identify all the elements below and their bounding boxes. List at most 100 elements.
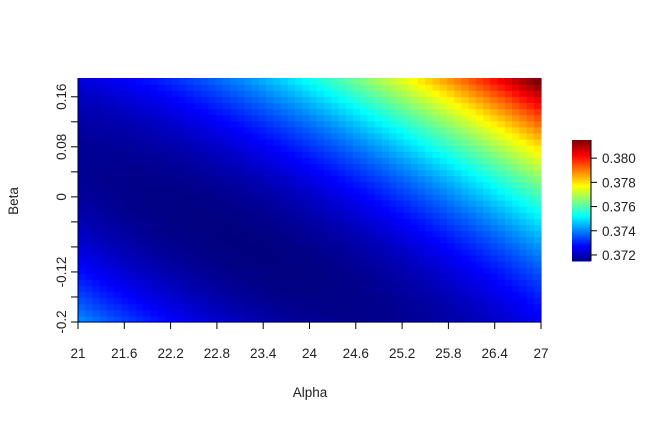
heatmap-cell xyxy=(114,90,122,97)
heatmap-cell xyxy=(208,126,217,134)
heatmap-cell xyxy=(475,187,484,195)
colorbar-swatch xyxy=(572,229,591,232)
heatmap-cell xyxy=(200,151,209,158)
heatmap-cell xyxy=(526,169,535,177)
heatmap-cell xyxy=(504,236,513,244)
colorbar-swatch xyxy=(572,215,591,218)
heatmap-cell xyxy=(150,126,159,134)
heatmap-cell xyxy=(237,90,245,97)
colorbar-swatch xyxy=(572,182,591,185)
heatmap-cell xyxy=(193,78,202,85)
heatmap-cell xyxy=(396,120,405,128)
heatmap-cell xyxy=(374,206,383,213)
heatmap-cell xyxy=(345,279,354,286)
heatmap-cell xyxy=(287,175,296,183)
heatmap-cell xyxy=(475,84,484,91)
heatmap-cell xyxy=(302,120,311,128)
heatmap-cell xyxy=(410,90,419,97)
heatmap-cell xyxy=(135,200,144,207)
heatmap-cell xyxy=(316,315,325,323)
heatmap-cell xyxy=(468,96,477,103)
heatmap-cell xyxy=(128,267,137,274)
heatmap-cell xyxy=(193,200,202,207)
heatmap-cell xyxy=(200,157,209,164)
heatmap-cell xyxy=(302,224,311,232)
heatmap-cell xyxy=(338,230,347,238)
heatmap-cell xyxy=(106,187,115,195)
heatmap-cell xyxy=(425,230,434,238)
heatmap-cell xyxy=(222,291,231,299)
heatmap-cell xyxy=(78,254,86,262)
heatmap-cell xyxy=(504,132,513,140)
heatmap-cell xyxy=(157,157,166,164)
heatmap-cell xyxy=(92,200,101,207)
heatmap-cell xyxy=(490,126,499,134)
heatmap-cell xyxy=(352,248,361,256)
heatmap-cell xyxy=(410,218,419,225)
heatmap-cell xyxy=(179,78,188,85)
heatmap-cell xyxy=(309,261,318,268)
heatmap-cell xyxy=(237,175,245,183)
heatmap-cell xyxy=(533,248,542,256)
heatmap-cell xyxy=(106,267,115,274)
heatmap-cell xyxy=(512,297,520,305)
heatmap-cell xyxy=(403,157,412,164)
heatmap-cell xyxy=(258,169,267,177)
heatmap-cell xyxy=(309,279,318,286)
heatmap-cell xyxy=(200,139,209,146)
heatmap-cell xyxy=(533,200,542,207)
heatmap-cell xyxy=(432,84,441,91)
heatmap-cell xyxy=(396,78,405,85)
heatmap-cell xyxy=(418,163,426,171)
heatmap-cell xyxy=(519,90,528,97)
heatmap-cell xyxy=(396,248,405,256)
heatmap-cell xyxy=(273,157,282,164)
heatmap-cell xyxy=(287,224,296,232)
heatmap-cell xyxy=(85,187,94,195)
heatmap-cell xyxy=(78,102,86,110)
heatmap-cell xyxy=(439,297,448,305)
heatmap-cell xyxy=(360,108,368,116)
heatmap-cell xyxy=(266,108,274,116)
heatmap-cell xyxy=(396,84,405,91)
heatmap-cell xyxy=(135,139,144,146)
heatmap-cell xyxy=(193,157,202,164)
heatmap-cell xyxy=(280,120,289,128)
colorbar-swatch xyxy=(572,233,591,236)
heatmap-cell xyxy=(266,267,274,274)
heatmap-cell xyxy=(273,193,282,201)
heatmap-cell xyxy=(244,212,253,219)
heatmap-cell xyxy=(143,291,151,299)
heatmap-cell xyxy=(99,114,108,122)
heatmap-cell xyxy=(85,291,94,299)
heatmap-cell xyxy=(483,139,491,146)
heatmap-cell xyxy=(295,102,303,110)
heatmap-cell xyxy=(454,236,463,244)
heatmap-cell xyxy=(295,126,303,134)
heatmap-cell xyxy=(215,224,224,232)
heatmap-cell xyxy=(533,267,542,274)
heatmap-cell xyxy=(157,206,166,213)
heatmap-cell xyxy=(446,248,455,256)
heatmap-cell xyxy=(338,303,347,311)
heatmap-cell xyxy=(403,102,412,110)
heatmap-cell xyxy=(200,236,209,244)
heatmap-cell xyxy=(208,285,217,293)
heatmap-cell xyxy=(179,145,188,152)
heatmap-cell xyxy=(179,114,188,122)
heatmap-cell xyxy=(512,193,520,201)
heatmap-cell xyxy=(266,224,274,232)
heatmap-cell xyxy=(99,206,108,213)
x-tick-label: 21 xyxy=(70,346,85,361)
heatmap-cell xyxy=(92,96,101,103)
heatmap-cell xyxy=(461,187,470,195)
heatmap-cell xyxy=(519,285,528,293)
heatmap-cell xyxy=(135,242,144,250)
heatmap-cell xyxy=(432,303,441,311)
heatmap-cell xyxy=(222,230,231,238)
heatmap-cell xyxy=(266,206,274,213)
heatmap-cell xyxy=(157,236,166,244)
heatmap-cell xyxy=(367,315,376,323)
heatmap-cell xyxy=(526,248,535,256)
heatmap-cell xyxy=(280,206,289,213)
